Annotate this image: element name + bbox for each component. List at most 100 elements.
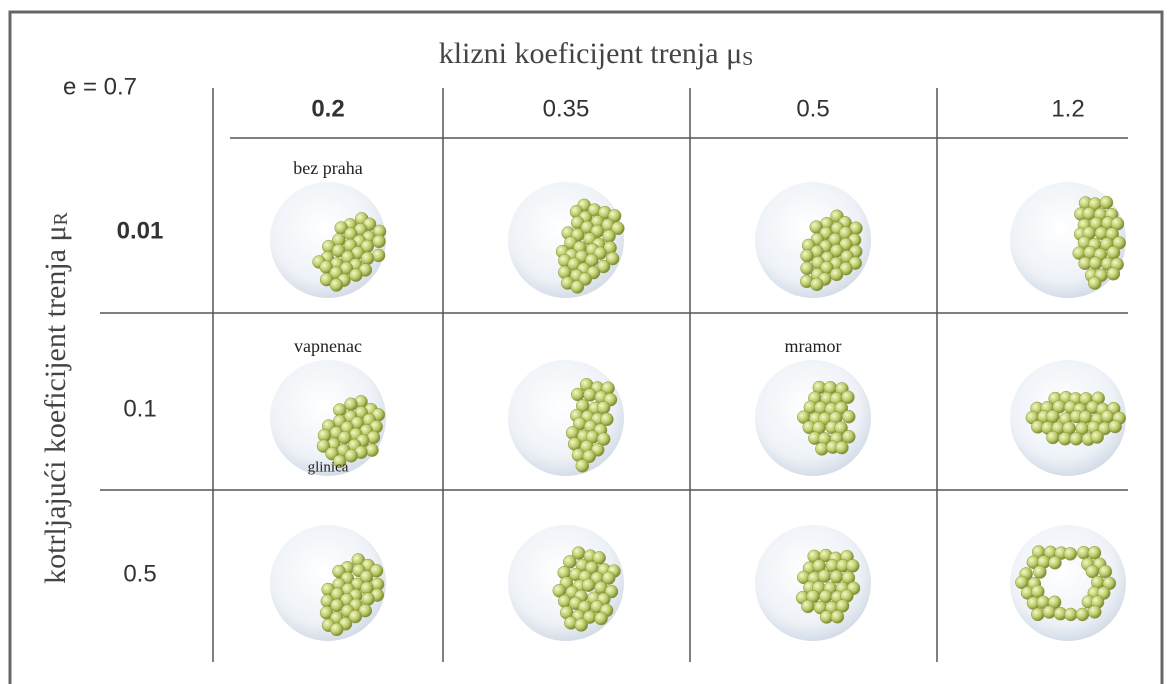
- ball: [1106, 266, 1121, 281]
- cell-label: bez praha: [293, 158, 362, 178]
- column-axis-title: klizni koeficijent trenja μS: [439, 37, 754, 70]
- ball: [1069, 432, 1083, 446]
- ball: [602, 229, 616, 243]
- ball: [348, 609, 363, 624]
- ball: [349, 268, 363, 282]
- ball: [817, 569, 832, 583]
- drum-cell: [270, 360, 386, 476]
- column-header: 0.2: [311, 95, 344, 122]
- ball: [332, 454, 347, 469]
- ball: [1078, 410, 1093, 424]
- column-header: 1.2: [1051, 95, 1084, 122]
- ball: [835, 440, 849, 455]
- ball: [601, 571, 616, 585]
- ball: [596, 400, 611, 415]
- ball: [372, 234, 386, 249]
- ball: [810, 277, 824, 292]
- ball: [830, 610, 845, 624]
- column-axis-subscript: S: [742, 48, 753, 70]
- ball: [557, 594, 572, 608]
- ball: [360, 251, 375, 266]
- drum-cell: [1010, 182, 1126, 298]
- ball: [361, 592, 375, 606]
- row-header: 0.5: [123, 560, 156, 587]
- ball: [329, 278, 344, 292]
- drum-cell: [508, 525, 624, 641]
- cell-label: glinica: [308, 459, 349, 475]
- ball: [1088, 256, 1103, 270]
- drum-cell: [270, 182, 387, 298]
- row-axis-title: kotrljajući koeficijent trenja μR: [39, 211, 72, 583]
- ball: [1031, 607, 1045, 622]
- ball: [841, 390, 855, 405]
- ball: [1033, 565, 1047, 579]
- drum-cell: [755, 525, 871, 641]
- ball: [835, 599, 850, 613]
- ball: [581, 578, 596, 592]
- frame: [8, 10, 1164, 684]
- ball: [829, 267, 844, 282]
- drum-cell: [1010, 360, 1126, 476]
- row-header: 0.01: [117, 217, 164, 244]
- ball: [846, 559, 860, 573]
- corner-label: e = 0.7: [63, 73, 137, 100]
- ball: [1046, 409, 1060, 424]
- drum-cell: [270, 525, 386, 641]
- ball: [571, 387, 585, 402]
- ball: [1087, 546, 1102, 560]
- ball: [331, 243, 346, 258]
- grid: [100, 88, 1128, 662]
- ball: [600, 412, 614, 427]
- ball: [365, 443, 379, 457]
- drum-cell: [755, 182, 871, 298]
- ball: [1048, 555, 1062, 570]
- ball: [344, 397, 358, 412]
- ball: [1046, 430, 1060, 445]
- ball: [1075, 607, 1090, 622]
- ball: [344, 449, 358, 463]
- ball: [1106, 245, 1121, 260]
- ball: [1099, 195, 1114, 210]
- drum-cell: [1010, 525, 1126, 641]
- ball: [1090, 430, 1104, 444]
- ball: [330, 622, 344, 637]
- ball: [594, 611, 608, 626]
- ball: [316, 439, 331, 453]
- column-header: 0.5: [796, 95, 829, 122]
- row-axis-text: kotrljajući koeficijent trenja μ: [39, 225, 72, 583]
- drum-cell: [508, 360, 624, 476]
- row-header: 0.1: [123, 395, 156, 422]
- row-axis-subscript: R: [50, 211, 72, 225]
- ball: [611, 221, 625, 236]
- ball: [1108, 419, 1122, 434]
- ball: [1088, 276, 1102, 290]
- ball: [1064, 607, 1078, 622]
- ball: [1098, 564, 1113, 579]
- ball: [1063, 547, 1078, 561]
- ball: [605, 251, 620, 266]
- ball: [369, 564, 384, 578]
- ball: [570, 280, 585, 294]
- ball: [596, 259, 611, 274]
- ball: [583, 388, 597, 402]
- ball: [842, 430, 856, 444]
- ball: [596, 432, 611, 446]
- ball: [592, 551, 606, 565]
- ball: [801, 599, 815, 614]
- ball: [563, 555, 577, 569]
- cell-label: mramor: [785, 336, 842, 356]
- ball: [607, 209, 622, 223]
- ball: [574, 618, 588, 632]
- ball: [575, 459, 590, 473]
- column-axis-text: klizni koeficijent trenja μ: [439, 37, 742, 70]
- ball: [842, 409, 856, 424]
- cell-label: vapnenac: [294, 336, 362, 356]
- ball: [800, 249, 814, 263]
- ball: [582, 449, 597, 464]
- ball: [1042, 605, 1057, 619]
- ball: [829, 569, 844, 584]
- ball: [358, 603, 373, 618]
- drum-cell: [508, 182, 625, 298]
- drum-cell: [755, 360, 871, 476]
